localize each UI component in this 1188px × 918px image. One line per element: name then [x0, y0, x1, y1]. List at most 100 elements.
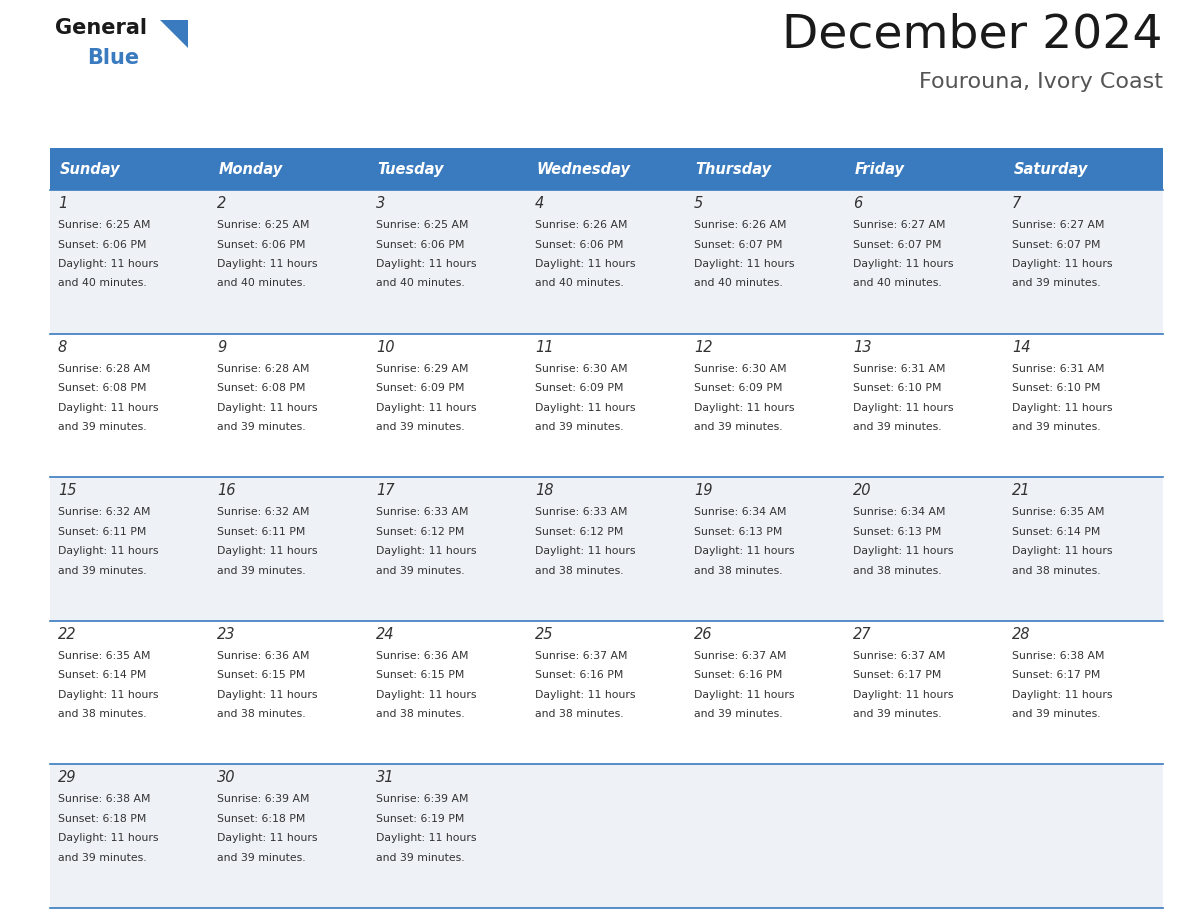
Text: 27: 27	[853, 627, 872, 642]
Text: Sunset: 6:11 PM: Sunset: 6:11 PM	[217, 527, 305, 537]
Text: 4: 4	[535, 196, 544, 211]
Text: and 38 minutes.: and 38 minutes.	[1012, 565, 1100, 576]
Text: 7: 7	[1012, 196, 1022, 211]
Bar	[845, 621, 1004, 765]
Text: 17: 17	[375, 483, 394, 498]
Text: 13: 13	[853, 340, 872, 354]
Text: Sunrise: 6:39 AM: Sunrise: 6:39 AM	[375, 794, 468, 804]
Text: Sunrise: 6:37 AM: Sunrise: 6:37 AM	[853, 651, 946, 661]
Bar	[685, 333, 845, 477]
Text: Daylight: 11 hours: Daylight: 11 hours	[58, 259, 158, 269]
Text: Sunset: 6:06 PM: Sunset: 6:06 PM	[375, 240, 465, 250]
Text: Daylight: 11 hours: Daylight: 11 hours	[58, 834, 158, 844]
Text: Sunset: 6:13 PM: Sunset: 6:13 PM	[853, 527, 941, 537]
Bar	[685, 477, 845, 621]
Text: Daylight: 11 hours: Daylight: 11 hours	[58, 403, 158, 412]
Text: Daylight: 11 hours: Daylight: 11 hours	[853, 259, 954, 269]
Text: Daylight: 11 hours: Daylight: 11 hours	[217, 689, 317, 700]
Text: 30: 30	[217, 770, 235, 786]
Text: Sunrise: 6:34 AM: Sunrise: 6:34 AM	[853, 508, 946, 517]
Text: Sunday: Sunday	[59, 162, 120, 176]
Text: and 39 minutes.: and 39 minutes.	[58, 565, 146, 576]
Text: Daylight: 11 hours: Daylight: 11 hours	[375, 546, 476, 556]
Text: 3: 3	[375, 196, 385, 211]
Text: and 40 minutes.: and 40 minutes.	[217, 278, 305, 288]
Text: and 39 minutes.: and 39 minutes.	[1012, 422, 1100, 432]
Text: Sunset: 6:06 PM: Sunset: 6:06 PM	[535, 240, 624, 250]
Bar	[527, 477, 685, 621]
Bar	[209, 333, 368, 477]
Bar	[50, 765, 209, 908]
Text: 15: 15	[58, 483, 76, 498]
Text: Sunrise: 6:35 AM: Sunrise: 6:35 AM	[1012, 508, 1105, 517]
Bar	[1004, 621, 1163, 765]
Bar	[368, 477, 527, 621]
Text: Sunset: 6:06 PM: Sunset: 6:06 PM	[217, 240, 305, 250]
Bar	[368, 333, 527, 477]
Text: Sunset: 6:15 PM: Sunset: 6:15 PM	[217, 670, 305, 680]
Text: 5: 5	[694, 196, 703, 211]
Text: and 39 minutes.: and 39 minutes.	[694, 710, 783, 720]
Text: and 38 minutes.: and 38 minutes.	[217, 710, 305, 720]
Text: Sunrise: 6:29 AM: Sunrise: 6:29 AM	[375, 364, 468, 374]
Text: Sunrise: 6:32 AM: Sunrise: 6:32 AM	[58, 508, 151, 517]
Text: and 39 minutes.: and 39 minutes.	[217, 853, 305, 863]
Text: Daylight: 11 hours: Daylight: 11 hours	[375, 259, 476, 269]
Text: Sunrise: 6:38 AM: Sunrise: 6:38 AM	[58, 794, 151, 804]
Bar	[527, 190, 685, 333]
Text: Sunset: 6:17 PM: Sunset: 6:17 PM	[1012, 670, 1100, 680]
Text: Sunrise: 6:26 AM: Sunrise: 6:26 AM	[694, 220, 786, 230]
Bar	[845, 765, 1004, 908]
Text: Daylight: 11 hours: Daylight: 11 hours	[375, 834, 476, 844]
Text: Daylight: 11 hours: Daylight: 11 hours	[535, 546, 636, 556]
Text: Daylight: 11 hours: Daylight: 11 hours	[535, 403, 636, 412]
Text: Daylight: 11 hours: Daylight: 11 hours	[217, 403, 317, 412]
Bar	[1004, 333, 1163, 477]
Text: Sunset: 6:07 PM: Sunset: 6:07 PM	[1012, 240, 1100, 250]
Text: Sunrise: 6:28 AM: Sunrise: 6:28 AM	[217, 364, 309, 374]
Text: 9: 9	[217, 340, 226, 354]
Bar	[1004, 477, 1163, 621]
Text: Daylight: 11 hours: Daylight: 11 hours	[1012, 259, 1112, 269]
Text: 24: 24	[375, 627, 394, 642]
Text: Sunset: 6:17 PM: Sunset: 6:17 PM	[853, 670, 941, 680]
Text: Sunrise: 6:37 AM: Sunrise: 6:37 AM	[694, 651, 786, 661]
Text: Sunset: 6:08 PM: Sunset: 6:08 PM	[217, 383, 305, 393]
Text: and 39 minutes.: and 39 minutes.	[58, 853, 146, 863]
Bar	[845, 333, 1004, 477]
Text: and 38 minutes.: and 38 minutes.	[535, 710, 624, 720]
Bar	[368, 190, 527, 333]
Text: Blue: Blue	[87, 48, 139, 68]
Text: Sunset: 6:11 PM: Sunset: 6:11 PM	[58, 527, 146, 537]
Text: 2: 2	[217, 196, 226, 211]
Text: Daylight: 11 hours: Daylight: 11 hours	[217, 259, 317, 269]
Text: Thursday: Thursday	[695, 162, 772, 176]
Text: 25: 25	[535, 627, 554, 642]
Text: Sunrise: 6:38 AM: Sunrise: 6:38 AM	[1012, 651, 1105, 661]
Text: Daylight: 11 hours: Daylight: 11 hours	[694, 259, 795, 269]
Text: Sunset: 6:10 PM: Sunset: 6:10 PM	[853, 383, 941, 393]
Text: Daylight: 11 hours: Daylight: 11 hours	[1012, 403, 1112, 412]
Text: Daylight: 11 hours: Daylight: 11 hours	[375, 689, 476, 700]
Bar	[50, 621, 209, 765]
Text: 16: 16	[217, 483, 235, 498]
Text: Sunset: 6:19 PM: Sunset: 6:19 PM	[375, 814, 465, 823]
Text: 12: 12	[694, 340, 713, 354]
Text: 28: 28	[1012, 627, 1030, 642]
Text: Friday: Friday	[854, 162, 904, 176]
Text: and 39 minutes.: and 39 minutes.	[535, 422, 624, 432]
Text: Wednesday: Wednesday	[537, 162, 631, 176]
Text: 26: 26	[694, 627, 713, 642]
Text: Daylight: 11 hours: Daylight: 11 hours	[853, 689, 954, 700]
Text: Daylight: 11 hours: Daylight: 11 hours	[535, 259, 636, 269]
Bar	[527, 765, 685, 908]
Bar	[368, 148, 527, 190]
Text: 11: 11	[535, 340, 554, 354]
Bar	[685, 190, 845, 333]
Text: Sunset: 6:10 PM: Sunset: 6:10 PM	[1012, 383, 1100, 393]
Text: Sunset: 6:18 PM: Sunset: 6:18 PM	[58, 814, 146, 823]
Text: Tuesday: Tuesday	[378, 162, 444, 176]
Text: 10: 10	[375, 340, 394, 354]
Text: and 38 minutes.: and 38 minutes.	[58, 710, 146, 720]
Text: 8: 8	[58, 340, 68, 354]
